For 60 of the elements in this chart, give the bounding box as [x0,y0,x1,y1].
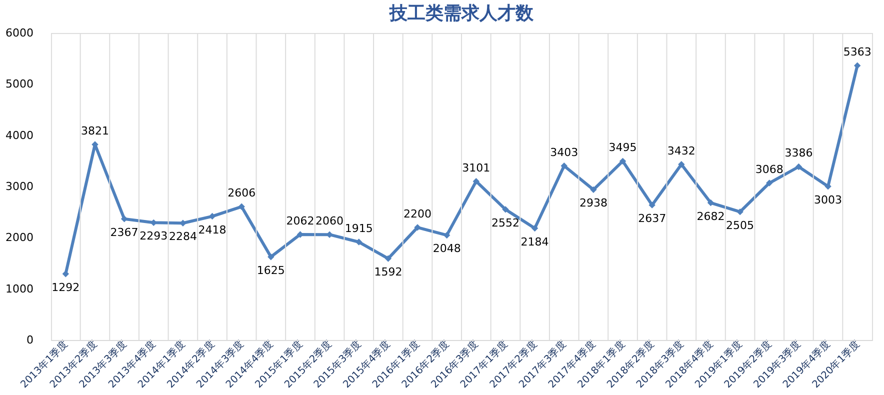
data-label: 2293 [140,230,168,243]
point [502,206,509,213]
point [619,158,626,165]
data-label: 2418 [198,223,226,236]
point [648,202,656,208]
data-label: 3386 [784,146,813,160]
point [795,163,802,170]
data-label: 1915 [344,222,373,236]
chart-title: 技工类需求人才数 [388,3,534,24]
point [678,161,685,168]
data-label: 5363 [843,46,872,59]
y-tick-label: 0 [26,334,34,346]
data-label: 1292 [52,280,80,294]
point [707,199,714,206]
data-label: 2184 [520,235,549,248]
point [208,212,216,220]
y-tick-label: 1000 [6,282,34,296]
point [150,219,157,226]
point [531,224,538,232]
data-label: 3101 [462,161,490,174]
point [736,208,744,216]
point [384,255,392,262]
point [472,178,480,185]
point [824,182,832,190]
data-label: 2552 [491,216,520,230]
data-label: 2637 [638,212,666,226]
data-label: 2505 [726,218,754,232]
data-label: 3003 [814,193,842,206]
point [854,62,861,69]
y-tick-label: 3000 [6,180,34,193]
data-label: 2048 [432,242,461,256]
data-label: 2060 [316,214,344,228]
data-label: 2284 [168,230,197,244]
data-label: 2062 [286,214,314,228]
point [560,162,568,170]
point [443,232,450,239]
y-tick-label: 6000 [6,26,34,40]
data-label: 2200 [404,207,432,220]
data-label: 3068 [755,163,784,176]
point [62,270,70,278]
data-label: 2367 [110,226,138,239]
y-tick-label: 2000 [6,231,34,244]
y-tick-label: 4000 [6,128,34,142]
data-label: 3495 [608,141,637,154]
data-label: 2938 [579,196,608,210]
point [590,186,597,194]
data-label: 1592 [374,266,402,279]
point [268,254,274,260]
data-label: 3821 [80,124,109,138]
point [356,238,362,246]
data-label: 2682 [696,210,725,223]
point [414,224,421,231]
y-tick-label: 5000 [6,78,34,91]
data-label: 2606 [228,186,256,200]
point [120,216,128,222]
data-label: 3403 [550,146,578,159]
point [766,180,773,186]
point [238,203,245,210]
data-label: 3432 [667,144,696,158]
data-label: 1625 [256,264,285,277]
